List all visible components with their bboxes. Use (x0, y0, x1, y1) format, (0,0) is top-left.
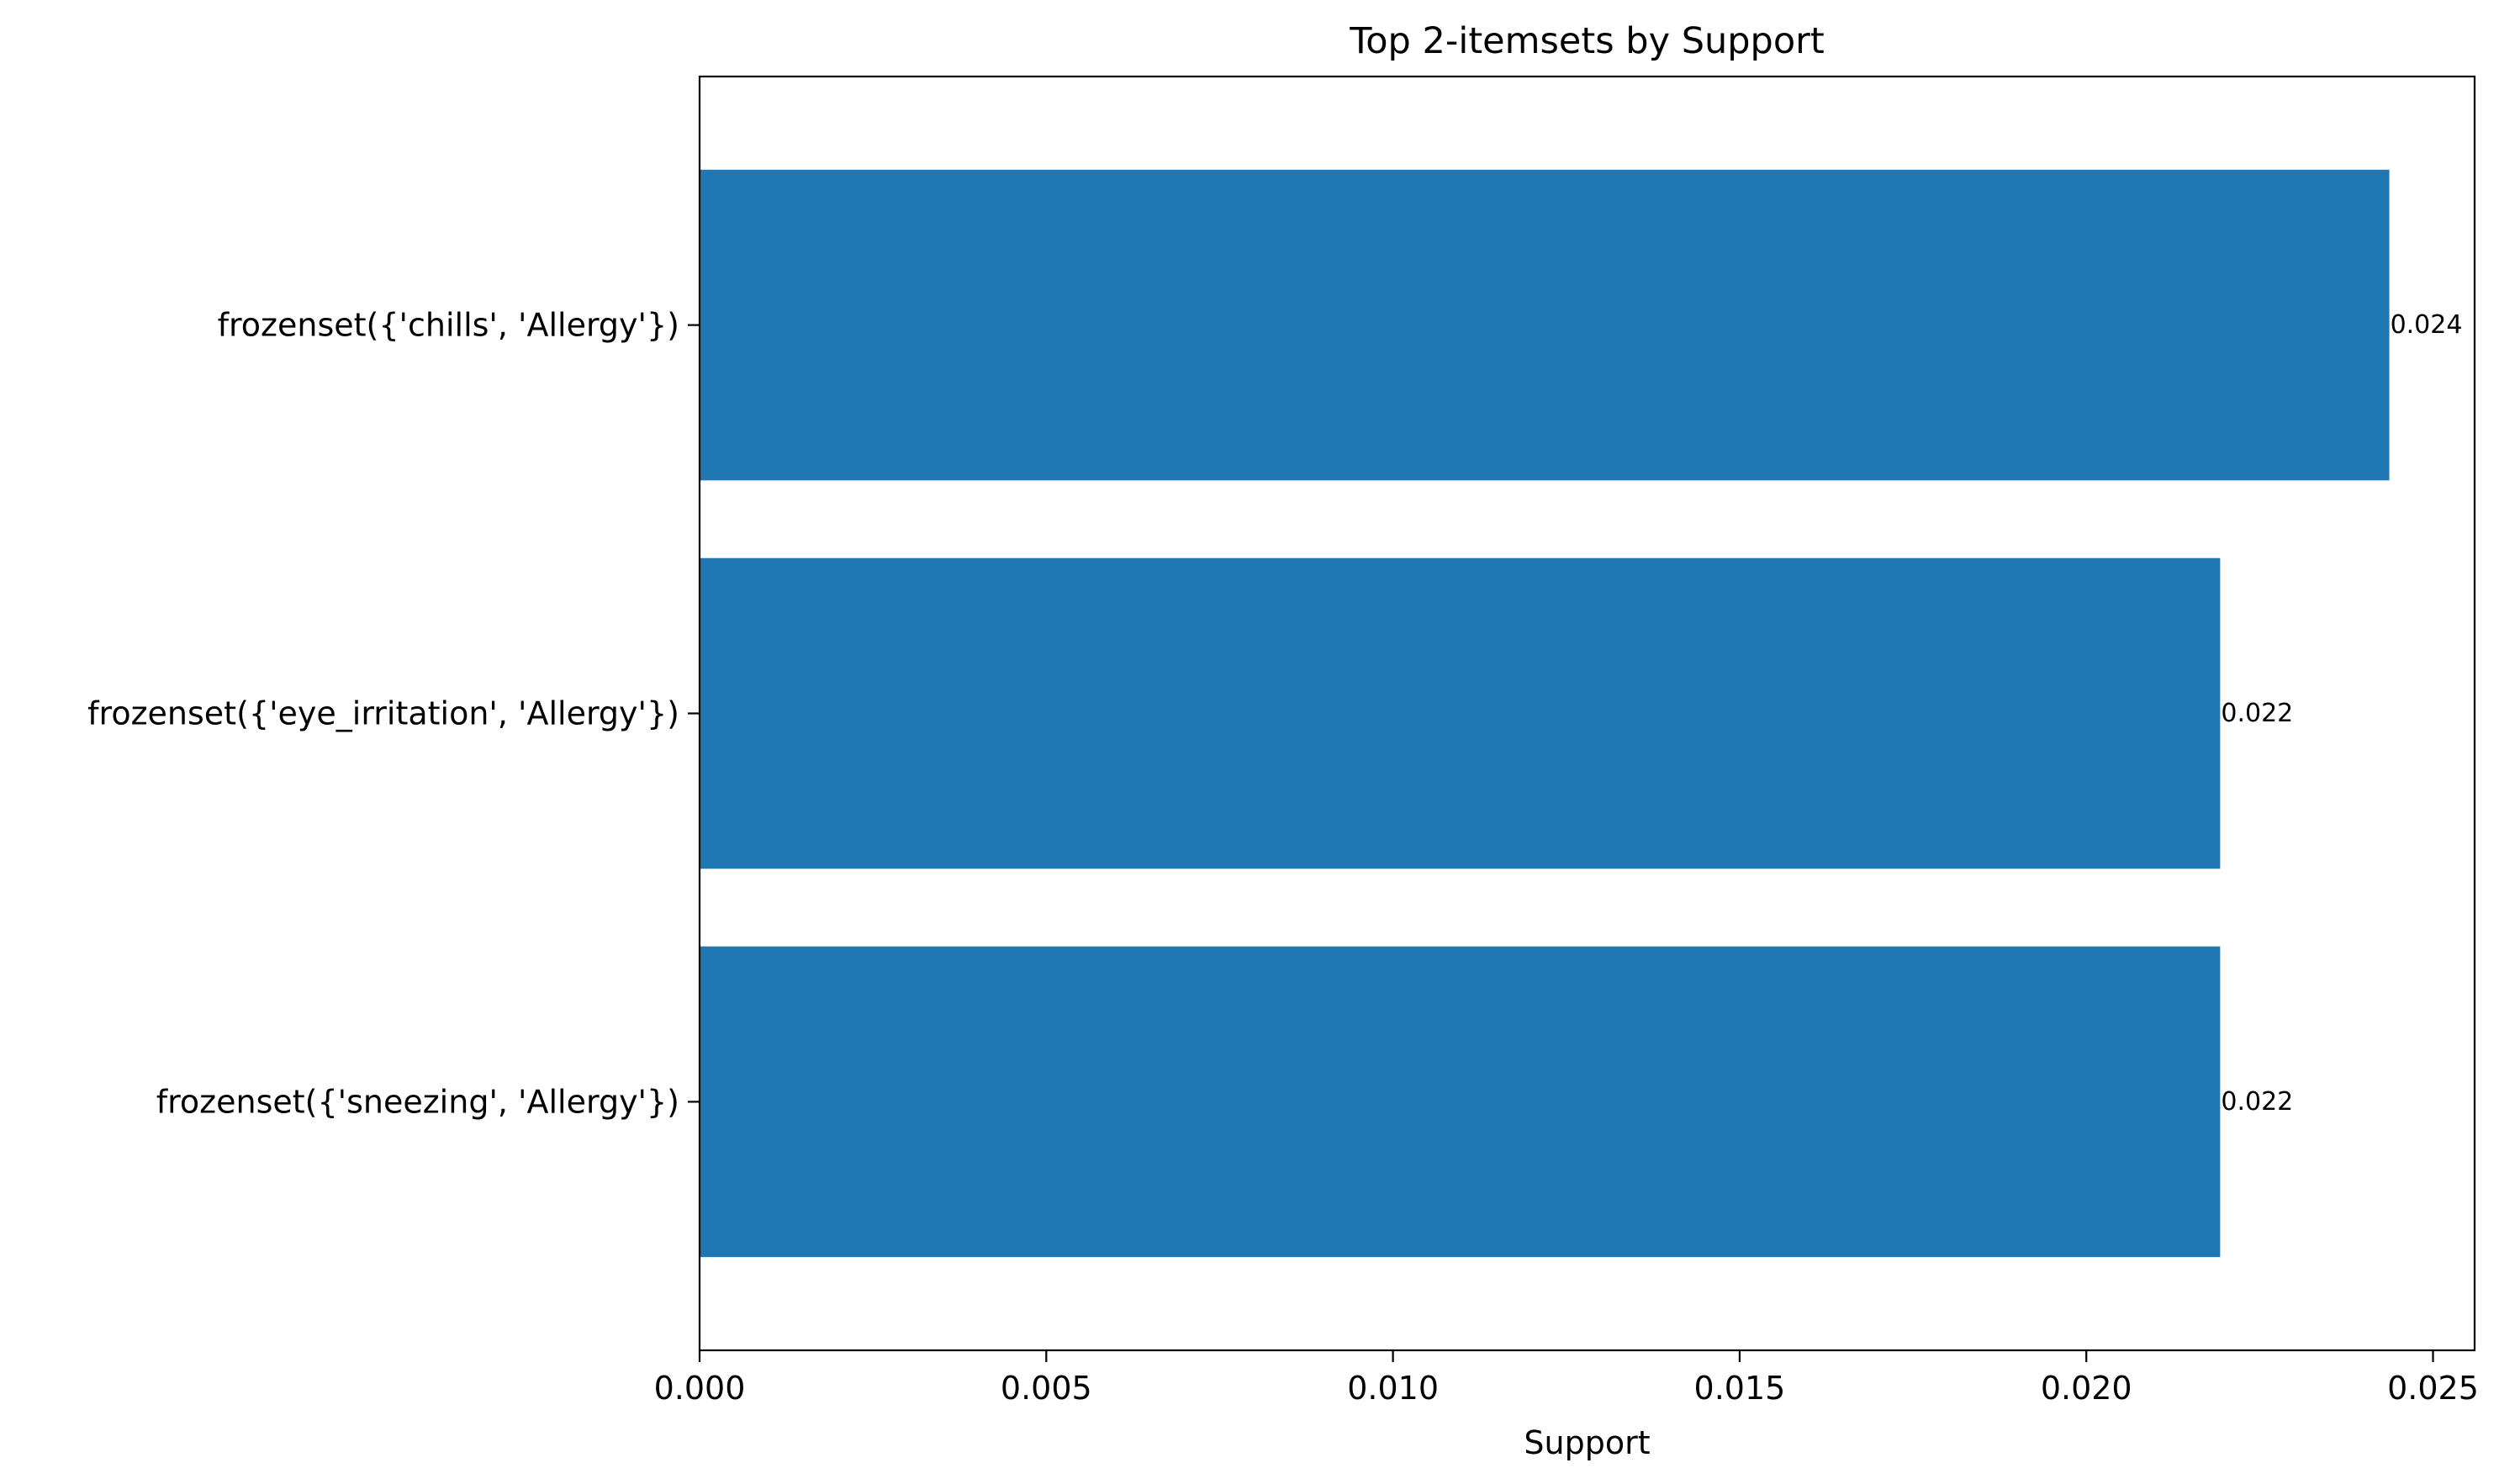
bar-data-label-2: 0.022 (2221, 1087, 2293, 1117)
x-tick-label-2: 0.010 (1347, 1370, 1439, 1407)
chart-title: Top 2-itemsets by Support (1349, 20, 1824, 62)
bar-data-label-1: 0.022 (2221, 699, 2293, 728)
x-tick-label-1: 0.005 (1001, 1370, 1092, 1407)
x-tick-label-3: 0.015 (1694, 1370, 1786, 1407)
bar-2 (700, 946, 2221, 1258)
x-tick-label-0: 0.000 (654, 1370, 746, 1407)
x-axis-label: Support (1524, 1424, 1650, 1461)
y-tick-label-1: frozenset({'eye_irritation', 'Allergy'}) (87, 695, 679, 732)
y-tick-label-0: frozenset({'chills', 'Allergy'}) (218, 307, 679, 344)
bar-labels-layer: 0.024 0.022 0.022 (2221, 310, 2462, 1117)
bars-layer (700, 169, 2390, 1258)
y-tick-label-2: frozenset({'sneezing', 'Allergy'}) (156, 1083, 679, 1120)
x-tick-label-5: 0.025 (2387, 1370, 2479, 1407)
x-axis: 0.000 0.005 0.010 0.015 0.020 0.025 (654, 1350, 2479, 1407)
bar-1 (700, 557, 2221, 869)
x-tick-label-4: 0.020 (2041, 1370, 2132, 1407)
y-axis: frozenset({'chills', 'Allergy'}) frozense… (87, 307, 700, 1120)
bar-0 (700, 169, 2390, 481)
bar-data-label-0: 0.024 (2391, 310, 2463, 340)
